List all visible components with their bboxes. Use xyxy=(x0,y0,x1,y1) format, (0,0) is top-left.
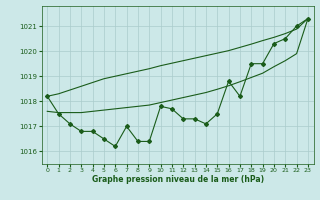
X-axis label: Graphe pression niveau de la mer (hPa): Graphe pression niveau de la mer (hPa) xyxy=(92,175,264,184)
